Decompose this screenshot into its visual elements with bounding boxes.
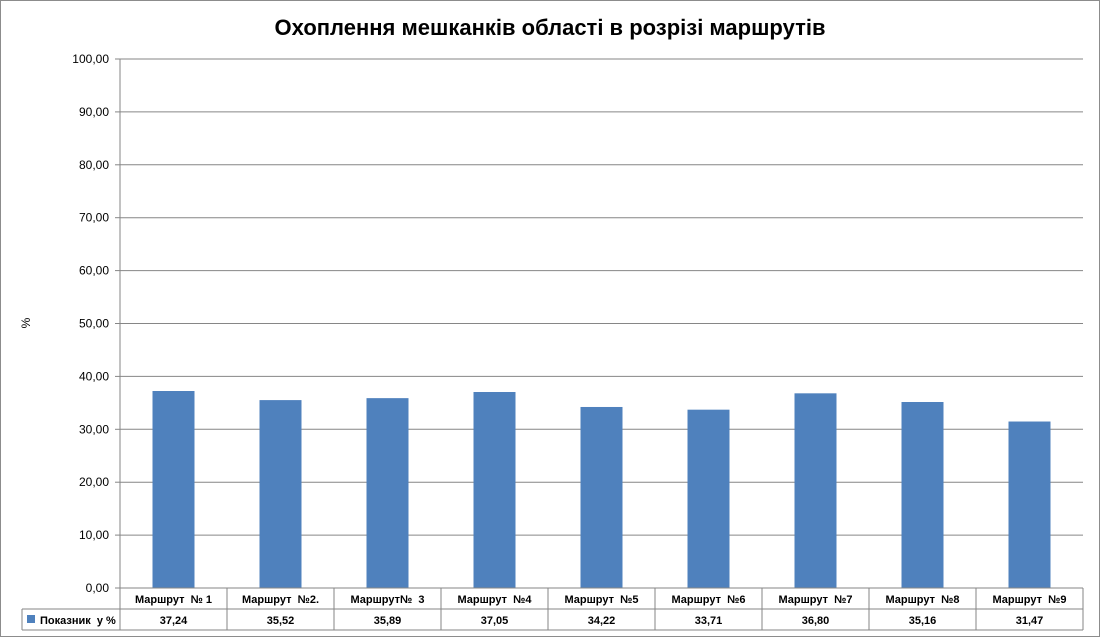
- bar: [580, 406, 623, 588]
- category-label: Маршрут №7: [778, 594, 852, 606]
- y-tick-label: 50,00: [79, 317, 109, 331]
- legend-swatch: [27, 615, 35, 623]
- y-tick-label: 70,00: [79, 211, 109, 225]
- data-value-label: 37,05: [481, 615, 509, 627]
- category-label: Маршрут №8: [885, 594, 959, 606]
- y-tick-label: 100,00: [72, 52, 109, 66]
- category-label: Маршрут№ 3: [350, 594, 424, 606]
- category-label: Маршрут №5: [564, 594, 638, 606]
- data-value-label: 37,24: [160, 615, 188, 627]
- data-value-label: 35,52: [267, 615, 295, 627]
- bar: [366, 398, 409, 588]
- category-label: Маршрут №9: [992, 594, 1066, 606]
- y-tick-label: 0,00: [86, 581, 110, 595]
- data-value-label: 35,16: [909, 615, 937, 627]
- data-value-label: 34,22: [588, 615, 616, 627]
- y-tick-label: 90,00: [79, 105, 109, 119]
- bars: [152, 391, 1051, 588]
- category-label: Маршрут № 1: [135, 594, 212, 606]
- y-tick-label: 30,00: [79, 422, 109, 436]
- y-tick-label: 60,00: [79, 264, 109, 278]
- bar: [259, 400, 302, 588]
- bar: [1008, 421, 1051, 588]
- y-tick-label: 10,00: [79, 528, 109, 542]
- bar: [473, 392, 516, 588]
- bar: [152, 391, 195, 588]
- axes: 0,00 10,00 20,00 30,00 40,00 50,00 60,00 70,00 8…: [72, 52, 1083, 595]
- y-tick-label: 20,00: [79, 475, 109, 489]
- legend-label: Показник у %: [40, 615, 116, 627]
- bar: [794, 393, 837, 588]
- y-tick-label: 40,00: [79, 369, 109, 383]
- category-label: Маршрут №2.: [242, 594, 319, 606]
- data-value-label: 35,89: [374, 615, 402, 627]
- bar: [901, 402, 944, 588]
- category-label: Маршрут №6: [671, 594, 745, 606]
- data-table: Маршрут № 1 37,24 Маршрут №2. 35,52 Маршрут№…: [21, 588, 1084, 631]
- chart-title: Охоплення мешканків області в розрізі ма…: [275, 15, 826, 40]
- data-value-label: 31,47: [1016, 615, 1044, 627]
- category-label: Маршрут №4: [457, 594, 532, 606]
- y-axis-title: %: [19, 317, 33, 328]
- bar: [687, 409, 730, 588]
- data-value-label: 36,80: [802, 615, 830, 627]
- y-tick-label: 80,00: [79, 158, 109, 172]
- data-value-label: 33,71: [695, 615, 723, 627]
